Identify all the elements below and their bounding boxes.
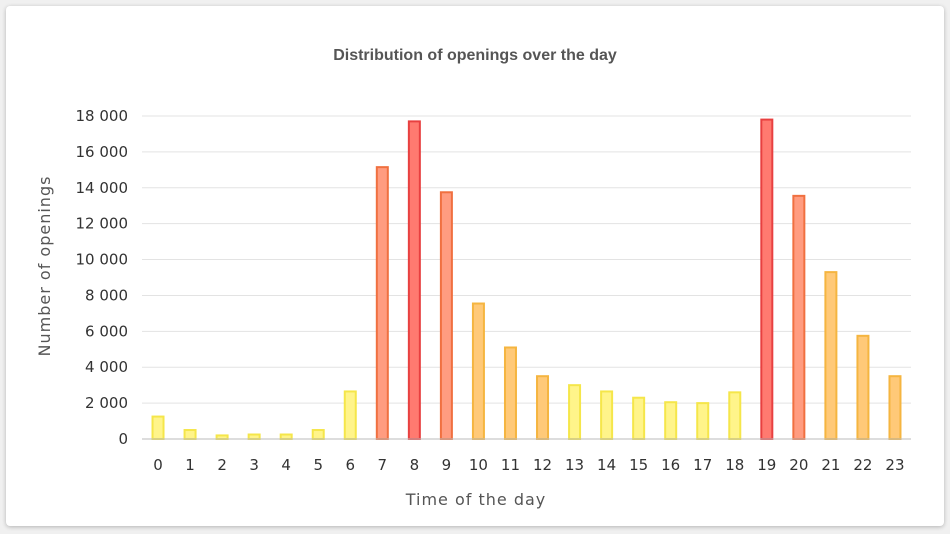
y-tick-label: 18 000 [76, 107, 129, 125]
x-tick-label: 23 [885, 456, 904, 474]
bar[interactable] [279, 433, 293, 440]
x-tick-label: 14 [597, 456, 616, 474]
x-tick-label: 0 [153, 456, 163, 474]
y-tick-label: 16 000 [76, 143, 129, 161]
bar[interactable] [536, 375, 550, 441]
bar[interactable] [792, 194, 806, 440]
x-axis-ticks: 0 1 2 3 4 5 6 7 8 9 10 11 12 13 14 15 16 17 18 19 20 21 22 23 [153, 456, 904, 474]
x-tick-label: 2 [217, 456, 227, 474]
x-axis-label: Time of the day [405, 490, 547, 509]
x-tick-label: 7 [378, 456, 388, 474]
bar[interactable] [407, 120, 421, 440]
x-tick-label: 13 [565, 456, 584, 474]
x-tick-label: 19 [757, 456, 776, 474]
x-tick-label: 17 [693, 456, 712, 474]
x-tick-label: 16 [661, 456, 680, 474]
x-tick-label: 1 [185, 456, 195, 474]
bar[interactable] [664, 401, 678, 441]
bar[interactable] [311, 429, 325, 440]
x-tick-label: 8 [410, 456, 420, 474]
chart-title: Distribution of openings over the day [333, 47, 617, 64]
x-tick-label: 10 [469, 456, 488, 474]
y-tick-label: 8 000 [85, 286, 128, 304]
x-tick-label: 21 [821, 456, 840, 474]
bar[interactable] [343, 390, 357, 441]
bar[interactable] [439, 191, 453, 440]
bar[interactable] [600, 390, 614, 441]
x-tick-label: 3 [249, 456, 259, 474]
bar[interactable] [183, 429, 197, 440]
bar[interactable] [856, 334, 870, 441]
bar[interactable] [632, 396, 646, 441]
bar[interactable] [568, 384, 582, 440]
x-tick-label: 15 [629, 456, 648, 474]
x-tick-label: 18 [725, 456, 744, 474]
y-tick-label: 10 000 [76, 251, 129, 269]
bar[interactable] [824, 271, 838, 440]
bar[interactable] [728, 391, 742, 441]
x-tick-label: 12 [533, 456, 552, 474]
x-tick-label: 5 [313, 456, 323, 474]
y-axis-label: Number of openings [35, 176, 54, 357]
y-tick-label: 2 000 [85, 394, 128, 412]
bar[interactable] [696, 402, 710, 441]
y-tick-label: 14 000 [76, 179, 129, 197]
y-axis-ticks: 0 2 000 4 000 6 000 8 000 10 000 12 000 14 000 1… [76, 107, 129, 448]
x-tick-label: 22 [853, 456, 872, 474]
bar[interactable] [151, 415, 165, 441]
bar[interactable] [471, 302, 485, 440]
y-tick-label: 0 [118, 430, 128, 448]
bar[interactable] [215, 434, 229, 440]
bar[interactable] [247, 433, 261, 440]
y-tick-label: 12 000 [76, 215, 129, 233]
x-tick-label: 20 [789, 456, 808, 474]
x-tick-label: 9 [442, 456, 452, 474]
x-tick-label: 11 [501, 456, 520, 474]
bar[interactable] [503, 346, 517, 441]
grid-lines [142, 115, 911, 404]
x-tick-label: 6 [345, 456, 355, 474]
bar[interactable] [375, 166, 389, 440]
bar[interactable] [888, 375, 902, 441]
y-tick-label: 6 000 [85, 322, 128, 340]
bar[interactable] [760, 118, 774, 440]
bars [151, 118, 902, 441]
y-tick-label: 4 000 [85, 358, 128, 376]
x-tick-label: 4 [281, 456, 291, 474]
